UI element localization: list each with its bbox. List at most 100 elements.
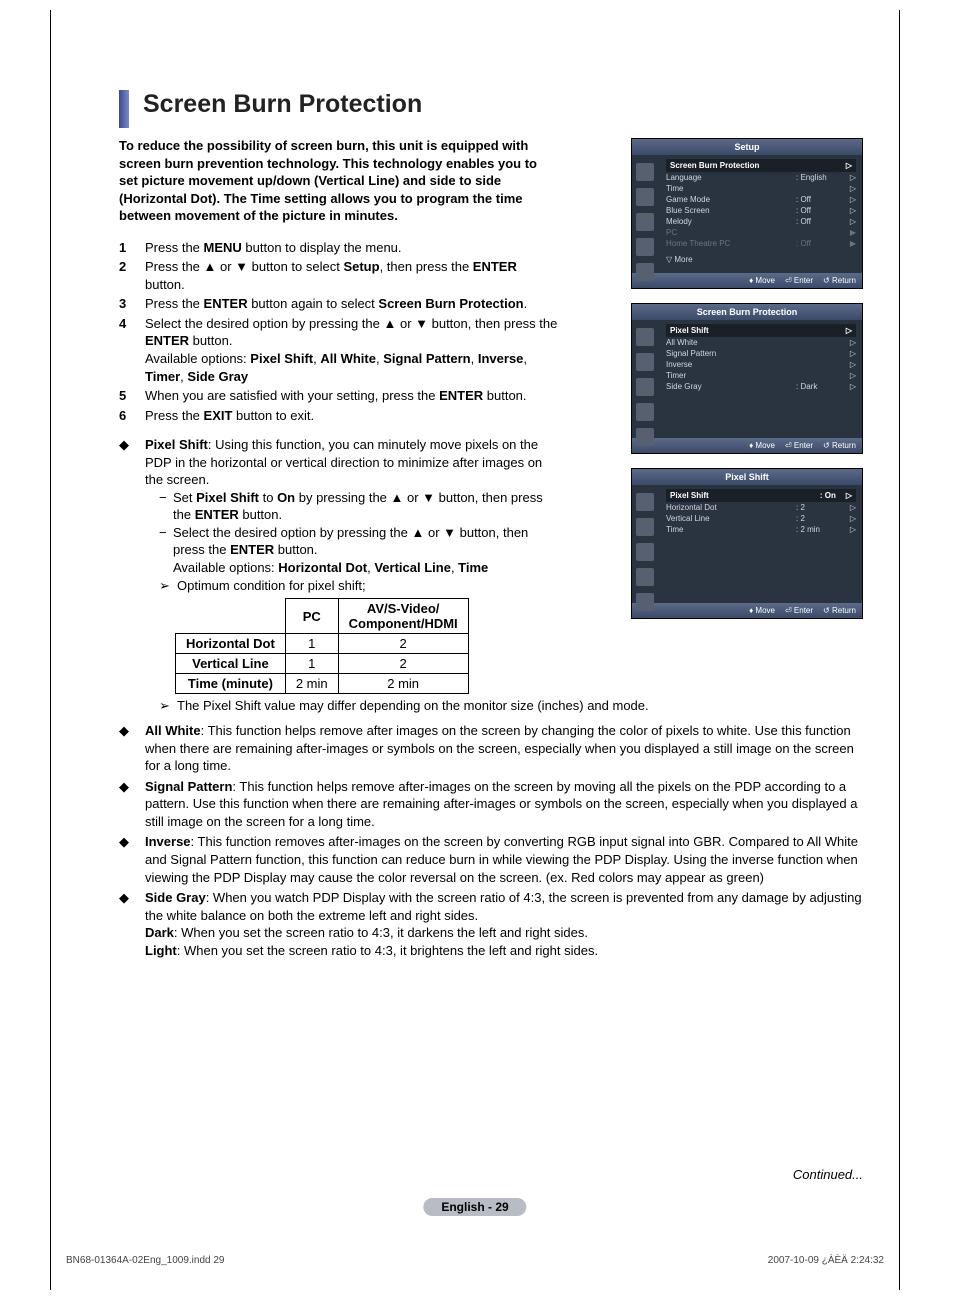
osd-setup: Setup Screen Burn Protection▷ Language: … (631, 138, 863, 289)
table-row-header: Vertical Line (176, 654, 286, 674)
arrow-right-icon: ▷ (846, 503, 856, 512)
return-hint: ↺ Return (823, 276, 856, 285)
diamond-icon: ◆ (119, 436, 145, 594)
move-hint: ♦ Move (749, 276, 775, 285)
table-cell: 2 min (338, 674, 468, 694)
table-cell: 1 (285, 634, 338, 654)
note: ➢ Optimum condition for pixel shift; (145, 577, 559, 595)
return-hint: ↺ Return (823, 606, 856, 615)
osd-row[interactable]: Language: English▷ (666, 172, 856, 183)
table-cell: 2 min (285, 674, 338, 694)
osd-row[interactable]: Melody: Off▷ (666, 216, 856, 227)
arrow-right-icon: ▷ (846, 349, 856, 358)
osd-row[interactable]: Signal Pattern▷ (666, 348, 856, 359)
bullet-signal-pattern: ◆ Signal Pattern: This function helps re… (119, 778, 869, 831)
table-header: AV/S-Video/ Component/HDMI (338, 599, 468, 634)
page-title: Screen Burn Protection (119, 90, 869, 119)
osd-icons (636, 328, 662, 446)
arrow-right-icon: ▷ (846, 161, 852, 170)
move-hint: ♦ Move (749, 441, 775, 450)
osd-title: Screen Burn Protection (632, 304, 862, 320)
arrow-right-icon: ▷ (846, 338, 856, 347)
step-5: 5 When you are satisfied with your setti… (119, 387, 559, 405)
bullet-all-white: ◆ All White: This function helps remove … (119, 722, 869, 775)
osd-row-disabled: Home Theatre PC: Off▶ (666, 238, 856, 249)
osd-row-disabled: PC▶ (666, 227, 856, 238)
osd-row[interactable]: Game Mode: Off▷ (666, 194, 856, 205)
step-6: 6 Press the EXIT button to exit. (119, 407, 559, 425)
dash-icon: − (159, 489, 173, 524)
continued-label: Continued... (793, 1167, 863, 1182)
osd-row[interactable]: Vertical Line: 2▷ (666, 513, 856, 524)
osd-row[interactable]: Horizontal Dot: 2▷ (666, 502, 856, 513)
diamond-icon: ◆ (119, 722, 145, 775)
arrow-right-icon: ▷ (846, 217, 856, 226)
diamond-icon: ◆ (119, 889, 145, 959)
osd-footer: ♦ Move ⏎ Enter ↺ Return (632, 273, 862, 288)
osd-body: Pixel Shift : On▷ Horizontal Dot: 2▷ Ver… (632, 485, 862, 603)
osd-highlight-row[interactable]: Pixel Shift▷ (666, 324, 856, 337)
arrow-right-icon: ▷ (846, 371, 856, 380)
enter-hint: ⏎ Enter (785, 441, 813, 450)
arrow-right-icon: ▶ (846, 228, 856, 237)
osd-title: Setup (632, 139, 862, 155)
table-cell-empty (176, 599, 286, 634)
step-number: 6 (119, 407, 145, 425)
osd-title: Pixel Shift (632, 469, 862, 485)
arrow-right-icon: ▷ (846, 382, 856, 391)
enter-hint: ⏎ Enter (785, 606, 813, 615)
arrow-right-icon: ▷ (846, 525, 856, 534)
arrow-right-icon: ▷ (846, 491, 852, 500)
osd-icons (636, 163, 662, 281)
bullet-pixel-shift: ◆ Pixel Shift: Using this function, you … (119, 436, 559, 594)
diamond-icon: ◆ (119, 833, 145, 886)
osd-row[interactable]: Blue Screen: Off▷ (666, 205, 856, 216)
table-cell: 2 (338, 634, 468, 654)
table-cell: 1 (285, 654, 338, 674)
footer-file: BN68-01364A-02Eng_1009.indd 29 (66, 1255, 224, 1266)
step-text: Press the ENTER button again to select S… (145, 295, 559, 313)
osd-more[interactable]: ▽ More (666, 249, 856, 264)
arrow-right-icon: ▶ (846, 239, 856, 248)
dash-icon: − (159, 524, 173, 577)
osd-row[interactable]: All White▷ (666, 337, 856, 348)
step-number: 4 (119, 315, 145, 385)
osd-body: Pixel Shift▷ All White▷ Signal Pattern▷ … (632, 320, 862, 438)
step-number: 3 (119, 295, 145, 313)
arrow-right-icon: ▷ (846, 360, 856, 369)
title-accent-bar (119, 90, 129, 128)
pointer-icon: ➢ (159, 698, 177, 714)
osd-row[interactable]: Inverse▷ (666, 359, 856, 370)
step-text: When you are satisfied with your setting… (145, 387, 559, 405)
osd-row[interactable]: Time: 2 min▷ (666, 524, 856, 535)
osd-row[interactable]: Side Gray: Dark▷ (666, 381, 856, 392)
osd-stack: Setup Screen Burn Protection▷ Language: … (631, 138, 863, 619)
arrow-right-icon: ▷ (846, 184, 856, 193)
osd-row[interactable]: Time▷ (666, 183, 856, 194)
sub-item: − Set Pixel Shift to On by pressing the … (159, 489, 559, 524)
osd-screen-burn: Screen Burn Protection Pixel Shift▷ All … (631, 303, 863, 454)
table-header: PC (285, 599, 338, 634)
table-row-header: Horizontal Dot (176, 634, 286, 654)
footer-meta: BN68-01364A-02Eng_1009.indd 29 2007-10-0… (66, 1255, 884, 1266)
step-text: Select the desired option by pressing th… (145, 315, 559, 385)
step-text: Press the EXIT button to exit. (145, 407, 559, 425)
osd-highlight-row[interactable]: Pixel Shift : On▷ (666, 489, 856, 502)
diamond-icon: ◆ (119, 778, 145, 831)
step-1: 1 Press the MENU button to display the m… (119, 239, 559, 257)
title-block: Screen Burn Protection (119, 90, 869, 119)
osd-row[interactable]: Timer▷ (666, 370, 856, 381)
arrow-right-icon: ▷ (846, 173, 856, 182)
step-number: 1 (119, 239, 145, 257)
osd-pixel-shift: Pixel Shift Pixel Shift : On▷ Horizontal… (631, 468, 863, 619)
bullet-inverse: ◆ Inverse: This function removes after-i… (119, 833, 869, 886)
step-number: 5 (119, 387, 145, 405)
osd-highlight-row[interactable]: Screen Burn Protection▷ (666, 159, 856, 172)
note: ➢ The Pixel Shift value may differ depen… (119, 698, 869, 714)
table-cell: 2 (338, 654, 468, 674)
arrow-right-icon: ▷ (846, 326, 852, 335)
return-hint: ↺ Return (823, 441, 856, 450)
osd-footer: ♦ Move ⏎ Enter ↺ Return (632, 438, 862, 453)
bullet-side-gray: ◆ Side Gray: When you watch PDP Display … (119, 889, 869, 959)
sub-item: − Select the desired option by pressing … (159, 524, 559, 577)
